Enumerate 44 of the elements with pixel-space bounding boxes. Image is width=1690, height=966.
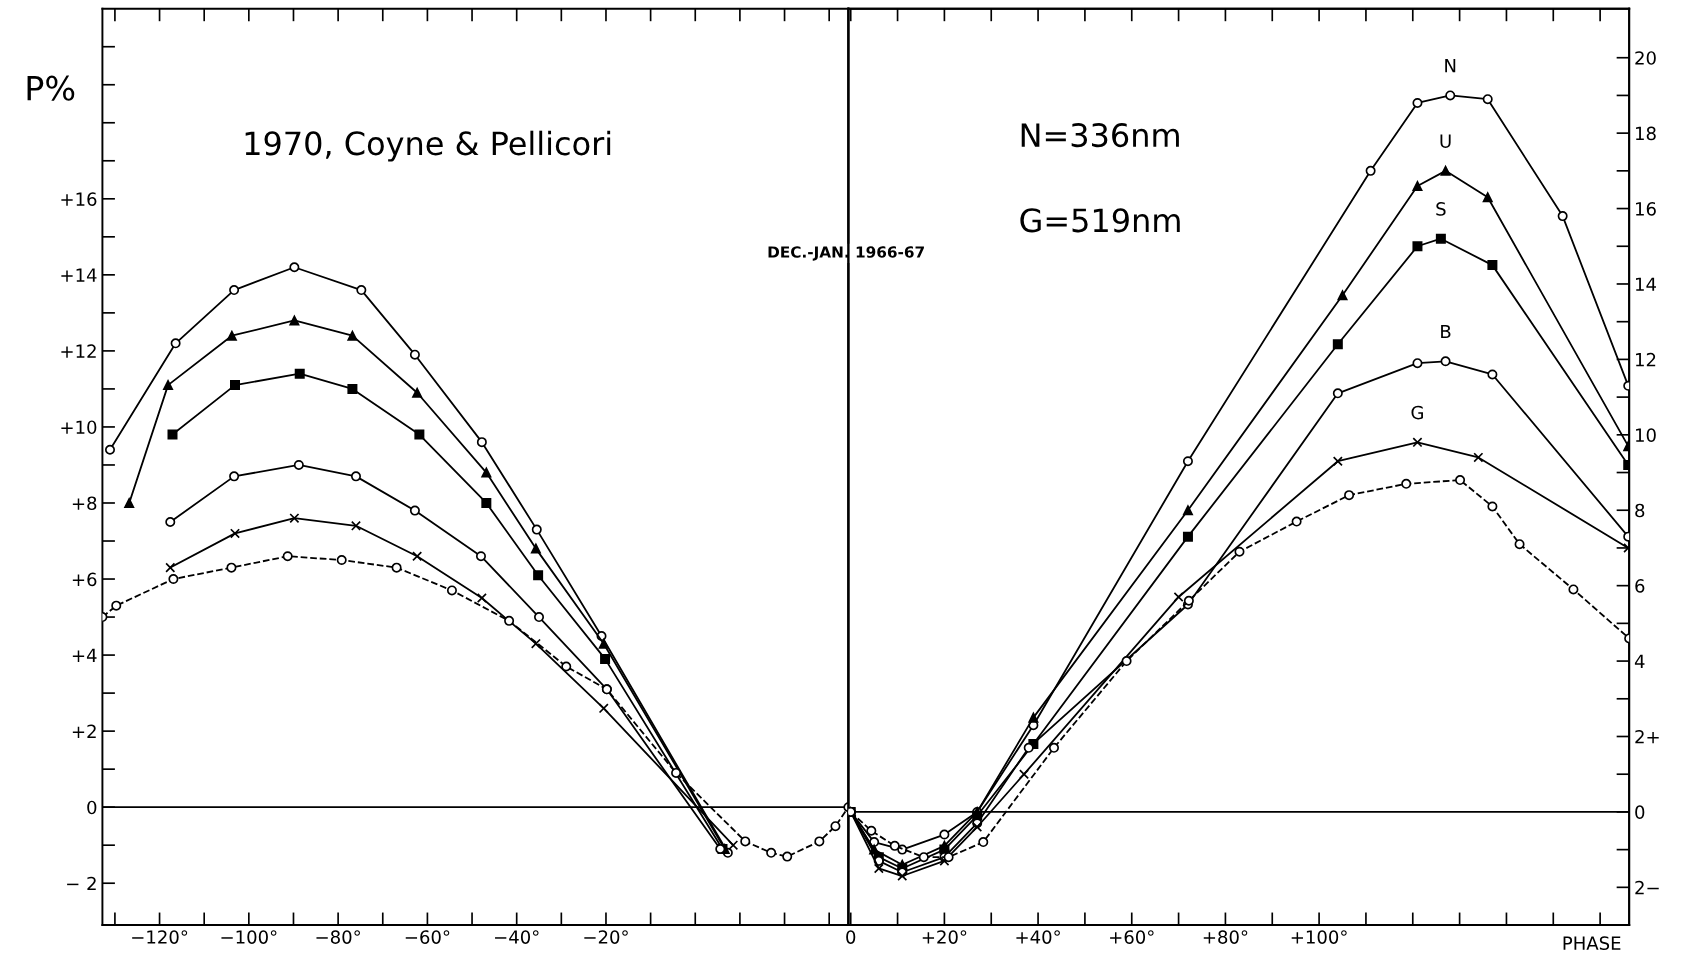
- y2-tick-label: 14: [1636, 277, 1656, 291]
- y-tick-label: 0: [87, 800, 97, 815]
- annotation: N=336nm: [1021, 123, 1179, 148]
- x-axis-title: PHASE: [1563, 936, 1621, 951]
- y-axis-title: P%: [27, 75, 75, 101]
- x-tick-label: −120°: [132, 930, 188, 944]
- series-label: G: [1411, 405, 1423, 420]
- y2-tick-label: 6: [1635, 579, 1645, 593]
- x-tick-label: +100°: [1291, 930, 1347, 944]
- y2-tick-label: 20: [1635, 51, 1656, 65]
- x-tick-label: +40°: [1016, 930, 1060, 944]
- y2-tick-label: 18: [1636, 126, 1656, 141]
- x-tick-label: −40°: [495, 930, 539, 944]
- y2-tick-label: 2+: [1635, 729, 1659, 744]
- x-tick-label: +60°: [1110, 930, 1154, 944]
- y-tick-label: +14: [61, 268, 97, 282]
- y2-tick-label: 2−: [1635, 880, 1659, 895]
- y2-tick-label: 8: [1635, 503, 1645, 518]
- y2-tick-label: 12: [1636, 352, 1656, 367]
- x-tick-label: −100°: [221, 930, 277, 944]
- y-tick-label: +12: [61, 344, 96, 358]
- y2-tick-label: 0: [1635, 805, 1645, 820]
- y-tick-label: +8: [72, 496, 97, 511]
- y2-tick-label: 16: [1636, 202, 1656, 216]
- annotation: 1970, Coyne & Pellicori: [245, 130, 611, 162]
- x-tick-label: +80°: [1203, 930, 1248, 944]
- y-tick-label: +6: [72, 572, 97, 587]
- annotation: G=519nm: [1020, 208, 1180, 233]
- x-tick-label: −80°: [316, 930, 360, 944]
- series-label: S: [1436, 202, 1446, 216]
- y-tick-label: +10: [61, 420, 97, 435]
- x-tick-label: −20°: [584, 930, 628, 944]
- x-tick-label: +20°: [922, 930, 967, 944]
- series-label: B: [1441, 324, 1451, 339]
- x-tick-label: −60°: [405, 930, 450, 944]
- series-label: N: [1445, 59, 1456, 73]
- x-tick-label: 0: [846, 930, 856, 944]
- y2-tick-label: 4: [1634, 654, 1645, 668]
- y-tick-label: +16: [61, 192, 97, 206]
- series-label: U: [1440, 134, 1451, 148]
- y-tick-label: +2: [72, 724, 96, 738]
- y2-tick-label: 10: [1636, 428, 1656, 442]
- y-tick-label: − 2: [67, 876, 96, 891]
- y-tick-label: +4: [72, 648, 97, 662]
